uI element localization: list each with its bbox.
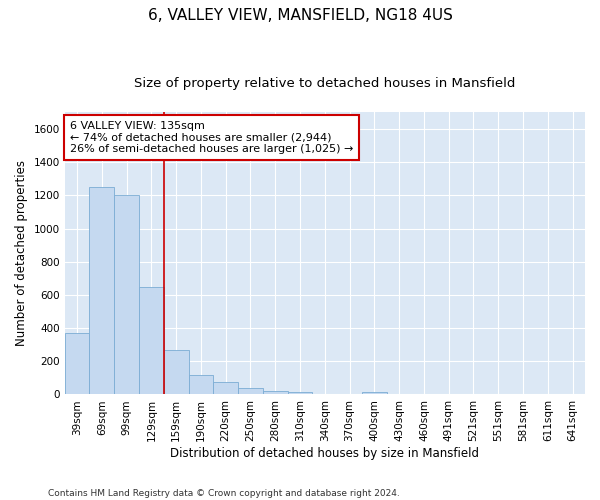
Text: 6 VALLEY VIEW: 135sqm
← 74% of detached houses are smaller (2,944)
26% of semi-d: 6 VALLEY VIEW: 135sqm ← 74% of detached …: [70, 121, 353, 154]
Text: Contains HM Land Registry data © Crown copyright and database right 2024.: Contains HM Land Registry data © Crown c…: [48, 488, 400, 498]
Title: Size of property relative to detached houses in Mansfield: Size of property relative to detached ho…: [134, 78, 515, 90]
Bar: [164, 350, 188, 395]
Bar: [139, 286, 164, 395]
Text: 6, VALLEY VIEW, MANSFIELD, NG18 4US: 6, VALLEY VIEW, MANSFIELD, NG18 4US: [148, 8, 452, 22]
Bar: [188, 374, 214, 394]
Bar: [287, 392, 313, 394]
Bar: [362, 392, 387, 394]
Y-axis label: Number of detached properties: Number of detached properties: [15, 160, 28, 346]
X-axis label: Distribution of detached houses by size in Mansfield: Distribution of detached houses by size …: [170, 447, 479, 460]
Bar: [89, 187, 114, 394]
Bar: [114, 196, 139, 394]
Bar: [263, 391, 287, 394]
Bar: [214, 382, 238, 394]
Bar: [238, 388, 263, 394]
Bar: [65, 333, 89, 394]
